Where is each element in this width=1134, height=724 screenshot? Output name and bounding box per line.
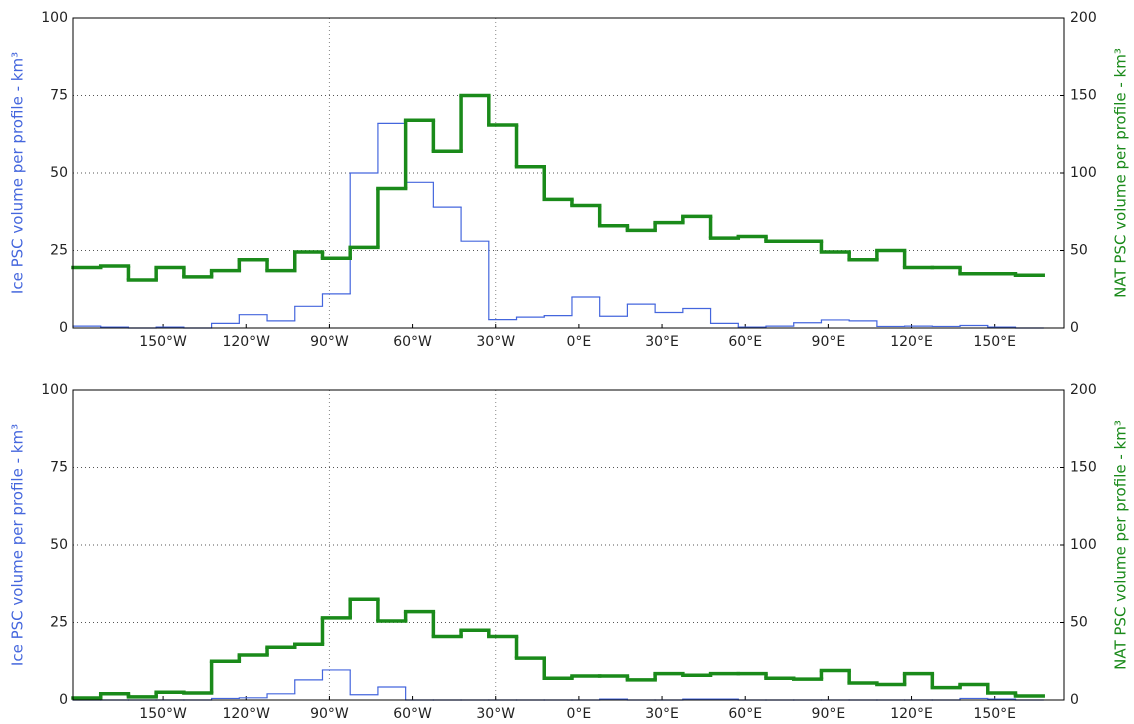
x-tick-label: 120°E	[890, 706, 933, 722]
y2-tick-label: 50	[1070, 615, 1088, 631]
y2-tick-label: 100	[1070, 165, 1097, 181]
x-tick-label: 60°W	[393, 334, 432, 350]
x-tick-label: 30°E	[645, 706, 679, 722]
y2-tick-label: 50	[1070, 243, 1088, 259]
y2-axis-label: NAT PSC volume per profile - km³	[1112, 420, 1130, 670]
y-tick-label: 25	[50, 243, 68, 259]
x-tick-label: 150°W	[139, 334, 187, 350]
y-tick-label: 100	[41, 382, 68, 398]
x-tick-label: 120°W	[222, 706, 270, 722]
x-tick-label: 90°E	[812, 334, 846, 350]
y-axis-label: Ice PSC volume per profile - km³	[9, 424, 27, 666]
y2-tick-label: 200	[1070, 10, 1097, 26]
x-tick-label: 0°E	[567, 334, 592, 350]
x-tick-label: 120°W	[222, 334, 270, 350]
x-tick-label: 90°E	[812, 706, 846, 722]
x-tick-label: 60°E	[728, 706, 762, 722]
y2-tick-label: 150	[1070, 460, 1097, 476]
x-tick-label: 150°E	[973, 334, 1016, 350]
x-tick-label: 90°W	[310, 706, 349, 722]
x-tick-label: 120°E	[890, 334, 933, 350]
y-tick-label: 50	[50, 537, 68, 553]
y2-tick-label: 0	[1070, 320, 1079, 336]
y-axis-label: Ice PSC volume per profile - km³	[9, 52, 27, 294]
y-tick-label: 50	[50, 165, 68, 181]
x-tick-label: 30°W	[476, 334, 515, 350]
y-tick-label: 0	[59, 320, 68, 336]
y-tick-label: 100	[41, 10, 68, 26]
y2-tick-label: 200	[1070, 382, 1097, 398]
y-tick-label: 75	[50, 460, 68, 476]
x-tick-label: 30°W	[476, 706, 515, 722]
x-tick-label: 60°W	[393, 706, 432, 722]
y-tick-label: 0	[59, 692, 68, 708]
x-tick-label: 150°E	[973, 706, 1016, 722]
y2-tick-label: 0	[1070, 692, 1079, 708]
x-tick-label: 30°E	[645, 334, 679, 350]
x-tick-label: 0°E	[567, 706, 592, 722]
x-tick-label: 60°E	[728, 334, 762, 350]
y2-tick-label: 100	[1070, 537, 1097, 553]
plot-frame	[72, 17, 1065, 329]
y2-axis-label: NAT PSC volume per profile - km³	[1112, 48, 1130, 298]
y-tick-label: 75	[50, 88, 68, 104]
y2-tick-label: 150	[1070, 88, 1097, 104]
x-tick-label: 90°W	[310, 334, 349, 350]
x-tick-label: 150°W	[139, 706, 187, 722]
y-tick-label: 25	[50, 615, 68, 631]
plot-frame	[72, 389, 1065, 701]
